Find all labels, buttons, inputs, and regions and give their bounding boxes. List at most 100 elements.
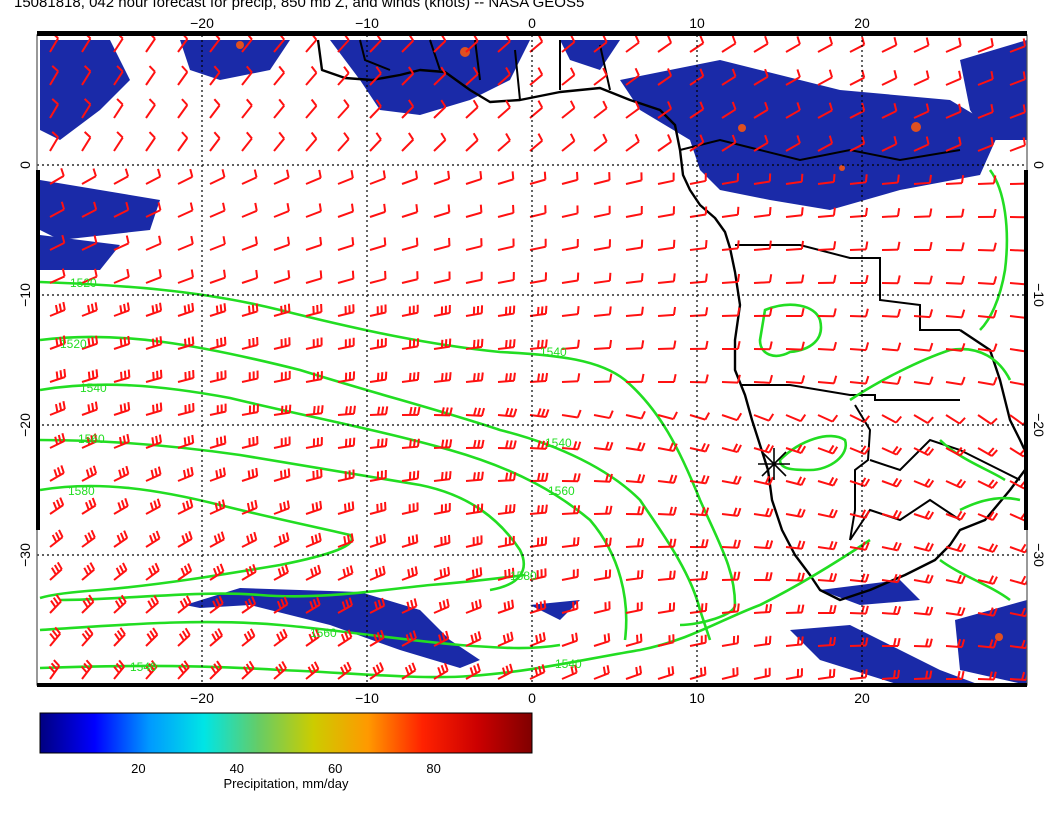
wind-barb: [977, 37, 994, 53]
wind-barb: [625, 601, 643, 614]
wind-barb: [721, 68, 737, 86]
wind-barb: [241, 35, 253, 53]
wind-barb: [657, 666, 675, 680]
wind-barb: [273, 169, 290, 185]
wind-barb: [497, 171, 515, 185]
wind-barb: [81, 201, 98, 218]
wind-barb: [177, 131, 189, 152]
wind-barb: [273, 270, 291, 284]
wind-barb: [433, 204, 451, 218]
wind-barb: [337, 132, 350, 152]
contour-label: 1560: [310, 626, 337, 640]
wind-barb: [977, 376, 998, 386]
wind-barb: [497, 372, 516, 383]
wind-barb: [177, 595, 192, 614]
wind-barb: [977, 511, 999, 521]
wind-barb: [849, 207, 869, 218]
wind-barb: [401, 470, 420, 482]
wind-barb: [529, 272, 548, 284]
wind-barb: [561, 373, 581, 383]
west-africa-coastline: [316, 39, 1026, 602]
wind-barb: [529, 67, 544, 86]
wind-barb: [561, 35, 576, 53]
wind-barb: [305, 203, 322, 218]
wind-barb: [177, 498, 194, 515]
wind-barb: [913, 309, 934, 319]
wind-barb: [81, 65, 92, 86]
precipitation-hotspots: [236, 41, 1003, 641]
wind-barb: [145, 659, 158, 680]
wind-barb: [977, 575, 998, 585]
wind-barb: [337, 437, 356, 449]
wind-barb: [49, 65, 59, 86]
wind-barb: [337, 469, 355, 482]
wind-barb: [81, 594, 95, 614]
wind-barb: [689, 507, 710, 517]
wind-barb: [433, 662, 449, 680]
wind-barb: [849, 477, 871, 487]
wind-barb: [401, 534, 419, 548]
wind-barb: [369, 203, 387, 218]
precip-patch-west-africa: [330, 40, 530, 115]
wind-barb: [273, 65, 285, 86]
wind-barb: [849, 308, 869, 318]
wind-barb: [305, 35, 318, 53]
wind-barb: [305, 98, 318, 119]
contour-congo-basin: [758, 303, 823, 357]
wind-barb: [337, 66, 350, 86]
wind-barb: [305, 437, 323, 449]
wind-barb: [657, 172, 675, 185]
plot-frame-top-bar: [37, 31, 1027, 36]
wind-barb: [785, 444, 807, 455]
wind-barb: [273, 661, 287, 680]
wind-barb: [753, 68, 769, 86]
wind-barb: [81, 401, 99, 416]
precipitation-layer: [40, 40, 1027, 685]
wind-barb: [401, 99, 415, 119]
wind-barb: [209, 202, 226, 218]
wind-barb: [497, 132, 511, 152]
wind-barb: [369, 170, 386, 185]
wind-barb: [657, 374, 677, 384]
wind-barb: [753, 539, 774, 550]
wind-barb: [977, 447, 998, 457]
wind-barb: [945, 446, 967, 457]
wind-barb: [817, 173, 836, 185]
wind-barb: [561, 536, 580, 548]
wind-barb: [593, 339, 613, 350]
wind-barb: [369, 270, 387, 284]
wind-barb: [241, 531, 258, 548]
wind-barb: [657, 134, 673, 152]
wind-barb: [497, 271, 515, 284]
lon-tick-label-top: −20: [190, 15, 214, 31]
wind-barb: [753, 507, 774, 518]
wind-barb: [145, 336, 163, 350]
wind-barb: [241, 269, 259, 284]
wind-barb: [433, 237, 451, 251]
wind-barb: [401, 438, 420, 449]
wind-barb: [721, 35, 737, 53]
wind-barb: [433, 305, 451, 317]
wind-barb: [881, 37, 898, 53]
wind-barb: [721, 571, 741, 581]
wind-barb: [625, 410, 646, 420]
wind-barb: [753, 475, 774, 486]
wind-barb: [209, 336, 227, 350]
colorbar-label: Precipitation, mm/day: [224, 776, 349, 791]
wind-barb: [49, 268, 66, 284]
wind-barb: [241, 660, 255, 680]
wind-barb: [81, 562, 96, 581]
wind-barb: [913, 136, 930, 152]
wind-barb: [273, 596, 289, 614]
wind-barb: [721, 603, 740, 614]
wind-barb: [401, 566, 418, 581]
wind-barb: [817, 508, 838, 519]
wind-barb: [689, 442, 710, 453]
wind-barb: [433, 338, 452, 350]
wind-barb: [625, 133, 640, 152]
plot-frame-right-bar: [1024, 170, 1028, 530]
wind-barb: [881, 477, 903, 488]
wind-barb: [145, 168, 162, 185]
wind-barb: [913, 241, 933, 251]
wind-barb: [881, 376, 902, 385]
